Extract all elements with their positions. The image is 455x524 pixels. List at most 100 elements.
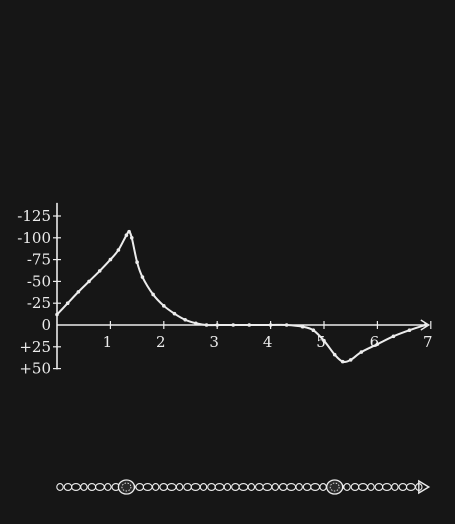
data-point — [359, 350, 364, 354]
data-point — [183, 317, 187, 322]
bead — [183, 483, 192, 491]
x-tick-label: 6 — [370, 333, 380, 351]
y-tick-label: -50 — [27, 272, 51, 290]
marked-node-core — [329, 482, 340, 492]
data-point — [204, 323, 209, 327]
marked-node-core — [121, 482, 132, 492]
data-point — [55, 312, 59, 317]
bead — [358, 483, 368, 491]
bead — [319, 483, 327, 491]
data-point — [116, 248, 121, 252]
data-point — [311, 328, 316, 333]
bead — [151, 483, 160, 491]
bead — [214, 483, 225, 491]
bead — [159, 483, 169, 491]
data-point — [391, 334, 396, 339]
bead — [286, 483, 297, 491]
data-point — [65, 301, 70, 306]
bead — [135, 483, 145, 491]
y-axis-ticks: -125 -100 -75 -50 -25 0 +25 +50 — [17, 207, 61, 378]
bead — [238, 483, 249, 491]
bead — [381, 483, 392, 491]
bead — [367, 483, 375, 491]
data-point — [151, 292, 155, 297]
data-point — [87, 279, 91, 284]
marked-node — [117, 479, 136, 495]
chart-series — [55, 229, 428, 364]
bead-chain-strip — [56, 479, 431, 495]
data-point — [97, 269, 102, 273]
data-point — [124, 233, 129, 237]
bead — [166, 483, 177, 491]
bead — [87, 483, 97, 491]
data-point — [162, 304, 166, 308]
bead — [207, 483, 216, 491]
bead — [310, 483, 321, 491]
x-axis-ticks: 1 2 3 4 5 6 7 — [103, 321, 433, 351]
bead — [70, 483, 81, 491]
series-line-0 — [56, 230, 426, 363]
data-point — [127, 229, 131, 234]
bead — [63, 483, 73, 491]
bead — [56, 483, 64, 491]
bead — [278, 483, 288, 491]
strip-end-arrow — [418, 479, 431, 495]
data-point — [215, 323, 219, 327]
data-point — [129, 236, 134, 240]
y-tick-label: +25 — [19, 338, 51, 356]
y-tick-label: -100 — [17, 229, 51, 247]
bead — [262, 483, 273, 491]
data-point — [348, 358, 353, 362]
data-point — [108, 257, 113, 262]
bead — [175, 483, 184, 491]
data-point — [268, 323, 273, 327]
data-point — [135, 260, 139, 265]
data-point — [140, 275, 145, 279]
data-point — [340, 359, 345, 364]
data-point — [322, 338, 326, 343]
data-point — [375, 342, 380, 346]
bead — [104, 483, 112, 491]
y-tick-label: 0 — [41, 316, 51, 334]
data-point — [172, 311, 177, 316]
bead — [142, 483, 153, 491]
marked-node — [326, 479, 344, 495]
data-point — [407, 328, 412, 333]
bead — [391, 483, 399, 491]
bead — [80, 483, 88, 491]
data-point — [231, 323, 236, 327]
x-tick-label: 5 — [316, 333, 326, 351]
bead — [199, 483, 208, 491]
bead — [350, 483, 360, 491]
bead — [231, 483, 240, 491]
x-axis-arrow — [420, 319, 431, 331]
data-point — [76, 290, 81, 294]
bead — [374, 483, 384, 491]
data-point — [332, 352, 337, 357]
y-tick-label: +50 — [19, 360, 51, 378]
x-tick-label: 1 — [103, 333, 113, 351]
y-tick-label: -125 — [17, 207, 51, 225]
data-point — [300, 324, 305, 329]
x-tick-label: 7 — [423, 333, 433, 351]
bead — [405, 483, 416, 491]
data-point — [194, 321, 198, 326]
bead — [254, 483, 264, 491]
x-tick-label: 2 — [156, 333, 166, 351]
bead — [190, 483, 201, 491]
bead — [295, 483, 303, 491]
data-point — [284, 323, 289, 327]
y-tick-label: -75 — [27, 251, 51, 269]
bead — [94, 483, 105, 491]
bead — [302, 483, 312, 491]
x-tick-label: 3 — [209, 333, 219, 351]
x-tick-label: 4 — [263, 333, 273, 351]
bead — [247, 483, 256, 491]
bead — [398, 483, 408, 491]
bead — [223, 483, 232, 491]
data-point — [423, 323, 428, 327]
data-point — [247, 323, 252, 327]
bead — [271, 483, 280, 491]
